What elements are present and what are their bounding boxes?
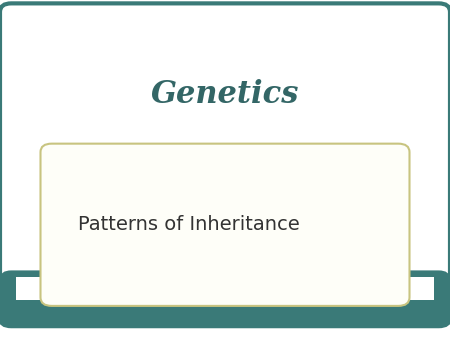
FancyBboxPatch shape <box>0 3 450 326</box>
Text: Patterns of Inheritance: Patterns of Inheritance <box>78 215 300 234</box>
Text: Genetics: Genetics <box>151 79 299 110</box>
FancyBboxPatch shape <box>16 277 434 300</box>
FancyBboxPatch shape <box>0 270 450 326</box>
FancyBboxPatch shape <box>40 144 410 306</box>
